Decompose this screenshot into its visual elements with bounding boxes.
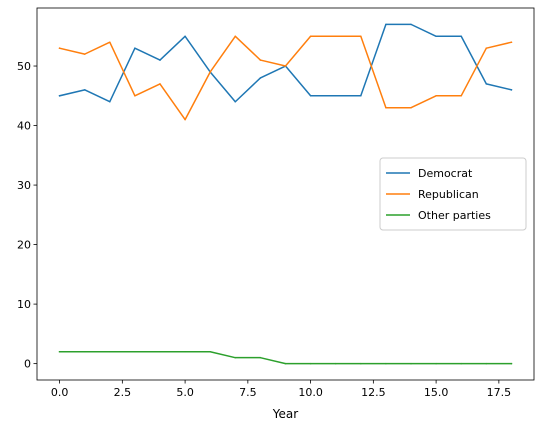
data-point-other-parties: [134, 350, 136, 353]
y-axis-ticks: 0 10 20 30 40 50: [17, 60, 37, 371]
data-point-democrat: [360, 95, 362, 97]
data-point-republican: [259, 59, 262, 61]
data-point-republican: [410, 106, 412, 109]
x-tick-label: 15.0: [424, 386, 449, 399]
data-point-democrat: [410, 23, 412, 26]
legend-label-other-parties: Other parties: [418, 209, 491, 222]
data-point-other-parties: [159, 350, 161, 353]
data-point-republican: [184, 118, 186, 121]
legend: Democrat Republican Other parties: [379, 157, 527, 231]
data-point-other-parties: [385, 362, 387, 365]
data-point-republican: [234, 35, 237, 38]
data-point-democrat: [510, 89, 513, 91]
data-point-other-parties: [309, 362, 312, 365]
data-point-democrat: [234, 100, 237, 103]
data-point-democrat: [58, 95, 61, 97]
data-point-republican: [309, 35, 312, 38]
x-tick-label: 2.5: [114, 386, 132, 399]
y-tick-label: 10: [17, 298, 31, 311]
y-tick-label: 40: [17, 120, 31, 133]
data-point-republican: [209, 71, 211, 73]
data-point-democrat: [159, 59, 161, 61]
data-point-democrat: [259, 77, 262, 79]
data-point-democrat: [184, 35, 186, 38]
data-point-democrat: [435, 35, 437, 38]
data-point-republican: [284, 65, 287, 67]
data-point-republican: [58, 47, 61, 49]
data-point-republican: [159, 83, 161, 85]
data-point-democrat: [385, 23, 387, 26]
data-point-other-parties: [334, 362, 337, 365]
data-point-other-parties: [83, 350, 86, 353]
data-point-democrat: [83, 89, 86, 91]
data-point-republican: [360, 35, 362, 38]
data-point-other-parties: [460, 362, 462, 365]
data-point-other-parties: [410, 362, 412, 365]
data-point-other-parties: [510, 362, 513, 365]
y-tick-label: 50: [17, 60, 31, 73]
data-point-democrat: [334, 95, 337, 97]
x-axis-label: Year: [272, 407, 298, 421]
data-point-republican: [83, 53, 86, 55]
data-point-republican: [385, 106, 387, 109]
x-tick-label: 7.5: [239, 386, 257, 399]
data-point-other-parties: [360, 362, 362, 365]
plot-frame: [36, 7, 535, 381]
data-point-republican: [485, 47, 488, 49]
data-point-democrat: [134, 47, 136, 49]
legend-frame: [379, 157, 527, 231]
data-point-other-parties: [485, 362, 488, 365]
legend-label-republican: Republican: [418, 188, 479, 201]
data-point-other-parties: [435, 362, 437, 365]
data-point-republican: [460, 95, 462, 97]
data-point-other-parties: [184, 350, 186, 353]
x-tick-label: 5.0: [176, 386, 194, 399]
data-point-other-parties: [109, 350, 111, 353]
data-point-republican: [134, 95, 136, 97]
data-point-democrat: [109, 100, 111, 103]
data-point-other-parties: [284, 362, 287, 365]
legend-label-democrat: Democrat: [418, 167, 473, 180]
data-point-other-parties: [259, 356, 262, 359]
data-point-democrat: [485, 83, 488, 85]
data-point-democrat: [309, 95, 312, 97]
data-point-other-parties: [209, 350, 211, 353]
y-tick-label: 30: [17, 179, 31, 192]
data-point-other-parties: [58, 350, 61, 353]
data-point-republican: [435, 95, 437, 97]
data-point-republican: [510, 41, 513, 43]
data-point-republican: [334, 35, 337, 38]
x-tick-label: 17.5: [487, 386, 512, 399]
y-tick-label: 20: [17, 239, 31, 252]
series-layer: [58, 23, 513, 365]
x-tick-label: 12.5: [361, 386, 386, 399]
data-point-other-parties: [234, 356, 237, 359]
data-point-republican: [109, 41, 111, 43]
y-tick-label: 0: [24, 358, 31, 371]
x-tick-label: 0.0: [51, 386, 69, 399]
x-axis-ticks: 0.0 2.5 5.0 7.5 10.0 12.5 15.0 17.5: [51, 380, 511, 399]
data-point-democrat: [460, 35, 462, 38]
x-tick-label: 10.0: [298, 386, 323, 399]
